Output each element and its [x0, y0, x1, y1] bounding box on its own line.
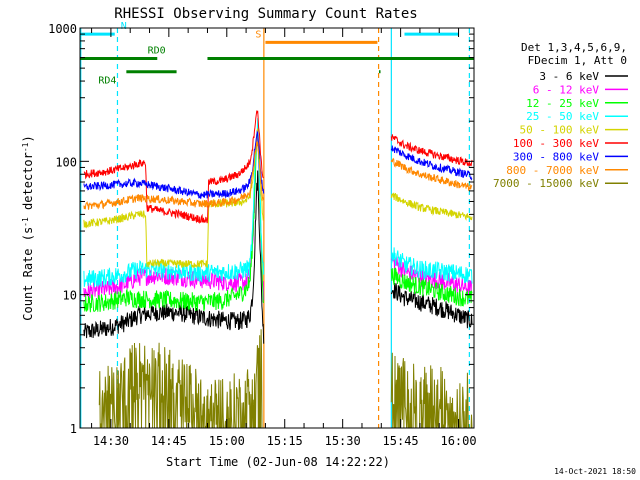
plot-flags: N S RD0 RD4: [80, 21, 474, 87]
x-tick-label-5: 15:45: [383, 434, 419, 448]
series-line-8: [98, 329, 473, 429]
plot-frame: [79, 27, 475, 429]
x-tick-label-2: 15:00: [209, 434, 245, 448]
y-tick-label-1: 10: [63, 289, 77, 303]
x-tick-label-4: 15:30: [325, 434, 361, 448]
legend: Det 1,3,4,5,6,9, FDecim 1, Att 0 3 - 6 k…: [493, 41, 628, 190]
flag-label-n: N: [121, 21, 127, 32]
y-axis-label: Count Rate (s-1 detector-1): [21, 135, 36, 320]
legend-header-line-2: FDecim 1, Att 0: [528, 54, 627, 67]
series-line-3: [83, 118, 473, 288]
timestamp: 14-Oct-2021 18:50: [554, 467, 636, 476]
plot-lines: [80, 28, 470, 428]
series-line-2: [83, 126, 473, 313]
flag-label-s: S: [255, 29, 261, 40]
legend-label-3: 25 - 50 keV: [526, 110, 599, 123]
chart-title: RHESSI Observing Summary Count Rates: [114, 6, 417, 22]
flag-label-rd0: RD0: [148, 46, 166, 57]
y-tick-label-3: 1000: [48, 22, 77, 36]
x-tick-label-6: 16:00: [440, 434, 476, 448]
legend-label-7: 800 - 7000 keV: [506, 164, 599, 177]
flag-label-rd4: RD4: [98, 76, 116, 87]
legend-label-5: 100 - 300 keV: [513, 137, 599, 150]
y-tick-label-2: 100: [55, 155, 77, 169]
legend-label-1: 6 - 12 keV: [533, 83, 600, 96]
legend-label-4: 50 - 100 keV: [520, 124, 600, 137]
legend-header-line-1: Det 1,3,4,5,6,9,: [521, 41, 627, 54]
series-line-0: [83, 170, 473, 344]
series-line-7: [83, 141, 473, 210]
y-tick-label-0: 1: [70, 422, 77, 436]
series-line-4: [83, 127, 473, 269]
x-tick-label-3: 15:15: [267, 434, 303, 448]
x-tick-label-1: 14:45: [151, 434, 187, 448]
legend-label-8: 7000 - 15000 keV: [493, 177, 599, 190]
plot-series: [83, 110, 473, 429]
legend-label-2: 12 - 25 keV: [526, 97, 599, 110]
x-axis-label: Start Time (02-Jun-08 14:22:22): [166, 455, 390, 469]
legend-label-0: 3 - 6 keV: [539, 70, 599, 83]
x-tick-label-0: 14:30: [93, 434, 129, 448]
plot-axes: 1 10 100 1000 14:30 14:45 15:00 15:15 15:30 15:45…: [48, 22, 477, 448]
legend-label-6: 300 - 800 keV: [513, 150, 599, 163]
series-line-6: [83, 129, 473, 199]
series-line-5: [83, 110, 473, 224]
